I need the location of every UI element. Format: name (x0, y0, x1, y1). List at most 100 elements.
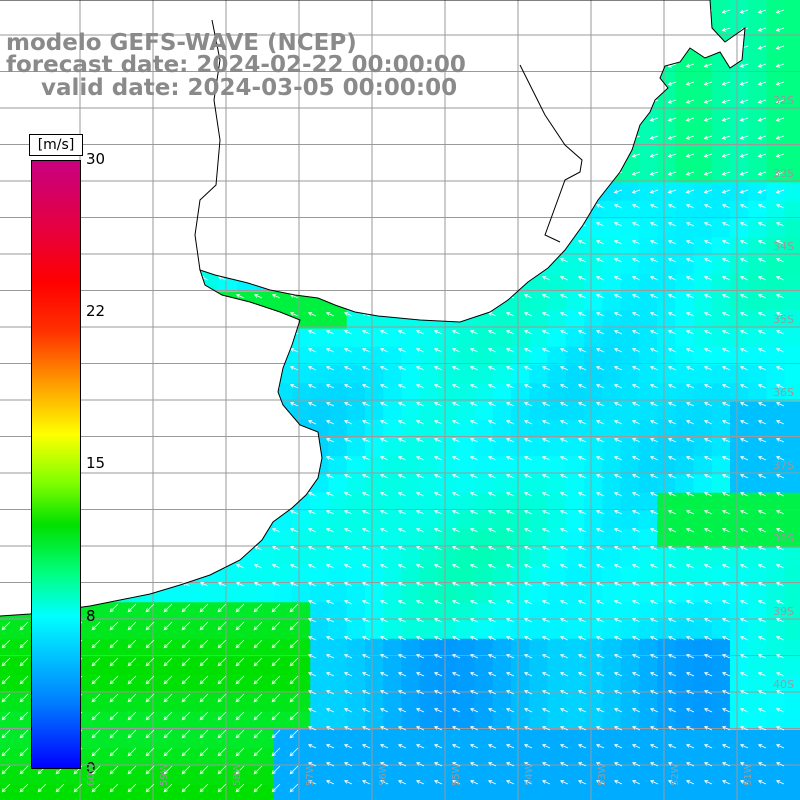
wind-speed-cell (0, 711, 19, 731)
wind-arrow (433, 546, 443, 551)
wind-arrow (379, 726, 389, 731)
wind-speed-cell (529, 547, 549, 567)
wind-speed-cell (419, 675, 439, 695)
wind-arrow (667, 204, 677, 209)
wind-speed-cell (657, 602, 676, 622)
wind-speed-cell (565, 310, 585, 330)
wind-speed-cell (127, 711, 147, 731)
wind-speed-cell (638, 219, 658, 238)
wind-speed-cell (730, 182, 749, 202)
wind-speed-cell (310, 693, 330, 713)
wind-speed-cell (620, 547, 640, 567)
wind-arrow (289, 639, 299, 649)
wind-arrow (379, 600, 389, 605)
wind-speed-cell (675, 73, 695, 92)
wind-arrow (181, 693, 191, 703)
wind-speed-cell (292, 675, 311, 695)
wind-arrow (703, 153, 713, 158)
wind-arrow (235, 729, 245, 739)
wind-arrow (469, 582, 479, 587)
wind-arrow (415, 546, 425, 551)
wind-speed-cell (693, 419, 713, 439)
wind-arrow (487, 708, 497, 713)
wind-arrow (613, 171, 623, 176)
wind-arrow (757, 636, 767, 641)
wind-arrow (559, 726, 569, 731)
wind-speed-cell (401, 657, 421, 676)
wind-arrow (649, 240, 659, 245)
wind-arrow (235, 675, 245, 685)
wind-speed-cell (456, 547, 476, 567)
wind-arrow (271, 582, 281, 587)
wind-speed-cell (620, 273, 640, 293)
wind-speed-cell (346, 456, 366, 476)
wind-speed-cell (766, 292, 786, 311)
wind-speed-cell (529, 711, 549, 731)
wind-arrow (523, 474, 533, 479)
wind-arrow (433, 618, 443, 623)
wind-speed-cell (730, 237, 749, 257)
wind-arrow (775, 762, 785, 767)
wind-speed-cell (292, 383, 311, 403)
wind-speed-cell (383, 657, 403, 676)
wind-speed-cell (748, 91, 768, 111)
wind-speed-cell (730, 693, 749, 713)
colorbar (31, 160, 81, 769)
wind-arrow (271, 729, 281, 739)
wind-speed-cell (255, 693, 275, 713)
wind-arrow (451, 456, 461, 461)
wind-arrow (271, 693, 281, 703)
wind-speed-cell (657, 200, 676, 220)
wind-arrow (775, 636, 785, 641)
wind-speed-cell (675, 584, 695, 603)
wind-arrow (757, 618, 767, 623)
wind-arrow (433, 474, 443, 479)
wind-arrow (433, 528, 443, 533)
wind-arrow (649, 690, 659, 695)
wind-speed-cell (219, 730, 238, 749)
wind-arrow (325, 330, 335, 335)
wind-speed-cell (584, 602, 603, 622)
wind-speed-cell (346, 511, 366, 530)
wind-arrow (685, 63, 695, 68)
wind-arrow (541, 780, 551, 785)
wind-speed-cell (383, 584, 403, 603)
wind-arrow (343, 312, 353, 317)
wind-arrow (541, 582, 551, 587)
wind-arrow (361, 528, 371, 533)
wind-arrow (271, 783, 281, 793)
wind-arrow (667, 240, 677, 245)
wind-arrow (505, 402, 515, 407)
wind-arrow (667, 510, 677, 515)
wind-arrow (577, 726, 587, 731)
wind-speed-cell (419, 492, 439, 512)
wind-speed-cell (748, 164, 768, 184)
wind-arrow (505, 636, 515, 641)
wind-arrow (289, 765, 299, 775)
wind-arrow (451, 780, 461, 785)
wind-speed-cell (127, 730, 147, 749)
wind-arrow (19, 729, 29, 739)
wind-arrow (505, 690, 515, 695)
wind-speed-cell (456, 565, 476, 585)
wind-speed-cell (127, 620, 147, 640)
wind-arrow (649, 600, 659, 605)
wind-arrow (541, 546, 551, 551)
wind-arrow (559, 780, 569, 785)
wind-arrow (685, 474, 695, 479)
wind-speed-cell (711, 638, 731, 658)
wind-arrow (775, 204, 785, 209)
wind-speed-cell (456, 492, 476, 512)
wind-arrow (703, 636, 713, 641)
wind-speed-cell (328, 419, 348, 439)
wind-arrow (703, 780, 713, 785)
wind-arrow (613, 744, 623, 749)
wind-arrow (685, 510, 695, 515)
wind-speed-cell (456, 529, 476, 549)
wind-arrow (325, 348, 335, 353)
wind-speed-cell (492, 730, 512, 749)
wind-arrow (739, 258, 749, 263)
wind-speed-cell (657, 657, 676, 676)
wind-speed-cell (584, 547, 603, 567)
wind-arrow (379, 330, 389, 335)
